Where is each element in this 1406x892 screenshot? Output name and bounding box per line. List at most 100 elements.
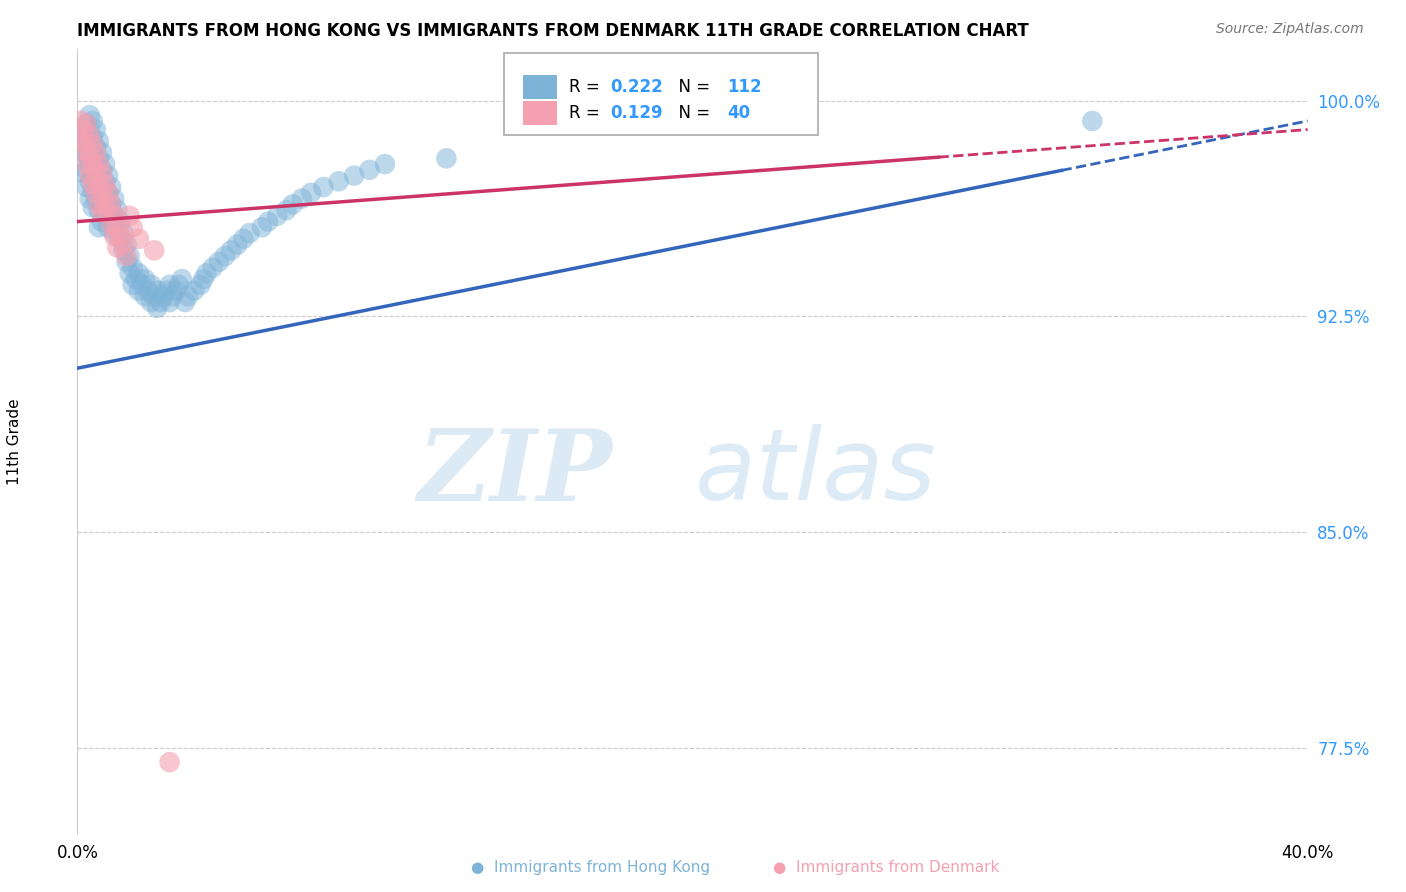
Point <box>82 178 104 192</box>
Point <box>72 145 94 160</box>
Point <box>82 136 104 151</box>
Point <box>79 140 101 154</box>
Point <box>94 192 117 206</box>
Point <box>103 209 125 223</box>
Point <box>97 203 120 218</box>
Text: 0.129: 0.129 <box>610 103 662 122</box>
Point <box>149 295 172 310</box>
Point <box>79 192 101 206</box>
Point <box>97 220 120 235</box>
Point <box>76 162 98 177</box>
Point <box>177 289 200 303</box>
Point <box>1081 114 1104 128</box>
Point <box>134 289 156 303</box>
Point <box>72 122 94 136</box>
Point <box>94 178 117 192</box>
Point <box>76 131 98 145</box>
Point <box>90 206 114 220</box>
Text: R =: R = <box>569 103 606 122</box>
Point <box>97 186 120 200</box>
Point <box>103 192 125 206</box>
Point <box>112 237 135 252</box>
Point <box>87 151 110 165</box>
Text: N =: N = <box>668 78 716 95</box>
Point <box>90 197 114 211</box>
Point <box>90 166 114 180</box>
Point <box>103 209 125 223</box>
Point <box>328 174 350 188</box>
Point <box>94 197 117 211</box>
Point <box>152 289 174 303</box>
Point <box>69 136 91 151</box>
Text: ●  Immigrants from Hong Kong: ● Immigrants from Hong Kong <box>471 861 710 875</box>
Point <box>72 128 94 143</box>
Text: ZIP: ZIP <box>418 425 613 521</box>
Point <box>103 226 125 240</box>
Point <box>94 157 117 171</box>
Point <box>97 169 120 183</box>
Point <box>141 277 163 292</box>
Point <box>97 186 120 200</box>
Text: ●  Immigrants from Denmark: ● Immigrants from Denmark <box>772 861 1000 875</box>
Point <box>79 169 101 183</box>
Point <box>84 186 107 200</box>
Point <box>118 266 141 280</box>
Point <box>291 192 314 206</box>
Point <box>121 220 143 235</box>
Point <box>118 209 141 223</box>
Point <box>146 301 169 315</box>
Point <box>79 128 101 143</box>
Point <box>97 206 120 220</box>
Point <box>79 108 101 122</box>
Point <box>105 240 128 254</box>
Point <box>105 220 128 235</box>
Point <box>219 244 242 258</box>
Point <box>128 266 150 280</box>
Point <box>110 229 132 244</box>
Point <box>84 192 107 206</box>
Point <box>162 289 184 303</box>
Point <box>100 197 122 211</box>
Point <box>87 220 110 235</box>
Point <box>72 143 94 157</box>
Point <box>250 220 273 235</box>
Point <box>76 117 98 131</box>
Point <box>136 284 159 298</box>
Point <box>232 232 254 246</box>
Text: IMMIGRANTS FROM HONG KONG VS IMMIGRANTS FROM DENMARK 11TH GRADE CORRELATION CHAR: IMMIGRANTS FROM HONG KONG VS IMMIGRANTS … <box>77 22 1029 40</box>
Point <box>343 169 366 183</box>
Text: 0.222: 0.222 <box>610 78 662 95</box>
Y-axis label: 11th Grade: 11th Grade <box>7 398 21 485</box>
Text: R =: R = <box>569 78 606 95</box>
Point <box>436 151 458 165</box>
Point <box>276 203 298 218</box>
Point <box>170 272 193 286</box>
Point <box>115 249 138 263</box>
Point <box>100 218 122 232</box>
Point <box>82 148 104 162</box>
Point <box>105 203 128 218</box>
Point <box>134 272 156 286</box>
Point <box>155 284 177 298</box>
Point <box>188 277 212 292</box>
Point <box>359 162 381 177</box>
Point <box>76 148 98 162</box>
Point <box>201 260 224 275</box>
Point <box>87 134 110 148</box>
Point <box>76 157 98 171</box>
FancyBboxPatch shape <box>505 53 818 136</box>
Point <box>374 157 396 171</box>
Point <box>90 180 114 194</box>
Point <box>281 197 304 211</box>
Point <box>79 148 101 162</box>
Point <box>118 249 141 263</box>
Point <box>110 214 132 228</box>
Point <box>87 178 110 192</box>
Point <box>79 157 101 171</box>
Point <box>193 272 215 286</box>
Point <box>87 203 110 218</box>
Point <box>82 114 104 128</box>
Point <box>195 266 218 280</box>
Point <box>90 214 114 228</box>
Point <box>214 249 236 263</box>
